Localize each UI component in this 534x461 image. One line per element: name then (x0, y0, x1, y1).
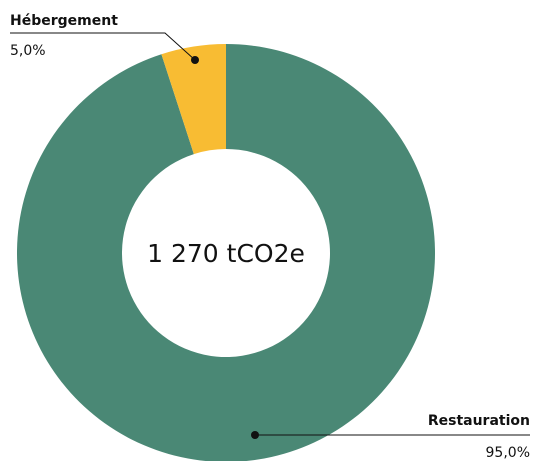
donut-slice (17, 44, 435, 461)
value-label: 95,0% (486, 445, 530, 461)
leader-dot (191, 56, 199, 64)
leader-line (10, 32, 196, 61)
value-label: 5,0% (10, 43, 46, 59)
category-label: Hébergement (10, 13, 118, 29)
center-label: 1 270 tCO2e (147, 239, 305, 268)
donut-slice (161, 44, 226, 155)
category-label: Restauration (428, 413, 530, 429)
leader-dot (251, 431, 259, 439)
